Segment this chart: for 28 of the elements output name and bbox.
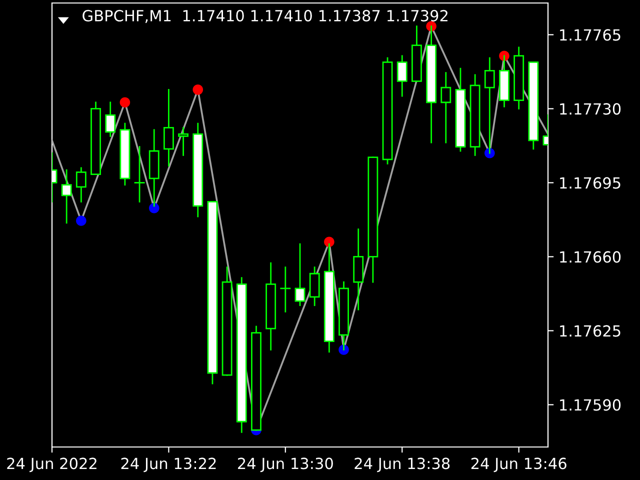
y-tick-label: 1.17765 <box>560 29 620 41</box>
y-tick-label: 1.17625 <box>560 325 620 337</box>
candlestick <box>61 169 72 224</box>
candlestick <box>309 266 320 306</box>
chart-title: GBPCHF,M1 1.17410 1.17410 1.17387 1.17392 <box>82 10 448 24</box>
y-tick-label: 1.17730 <box>560 103 621 115</box>
x-tick-label: 24 Jun 2022 <box>7 458 96 472</box>
point <box>120 97 130 108</box>
candlestick <box>134 146 145 202</box>
candlestick <box>163 88 174 166</box>
point <box>192 84 204 95</box>
y-tick-label: 1.17590 <box>560 399 621 411</box>
candlestick <box>178 127 189 156</box>
candlestick <box>294 243 306 306</box>
point <box>324 236 334 248</box>
candlestick <box>76 167 86 202</box>
x-tick-label: 24 Jun 13:22 <box>121 458 216 472</box>
candlestick <box>105 102 116 137</box>
candlestick <box>440 72 452 144</box>
point <box>76 216 86 226</box>
x-tick-label: 24 Jun 13:30 <box>238 458 333 472</box>
x-tick-label: 24 Jun 13:38 <box>354 458 450 472</box>
point <box>148 202 160 214</box>
y-tick-label: 1.17695 <box>560 177 620 189</box>
candlestick <box>396 55 408 97</box>
x-tick-label: 24 Jun 13:46 <box>471 458 566 472</box>
candlestick <box>280 266 291 312</box>
y-tick-label: 1.17660 <box>560 251 621 263</box>
